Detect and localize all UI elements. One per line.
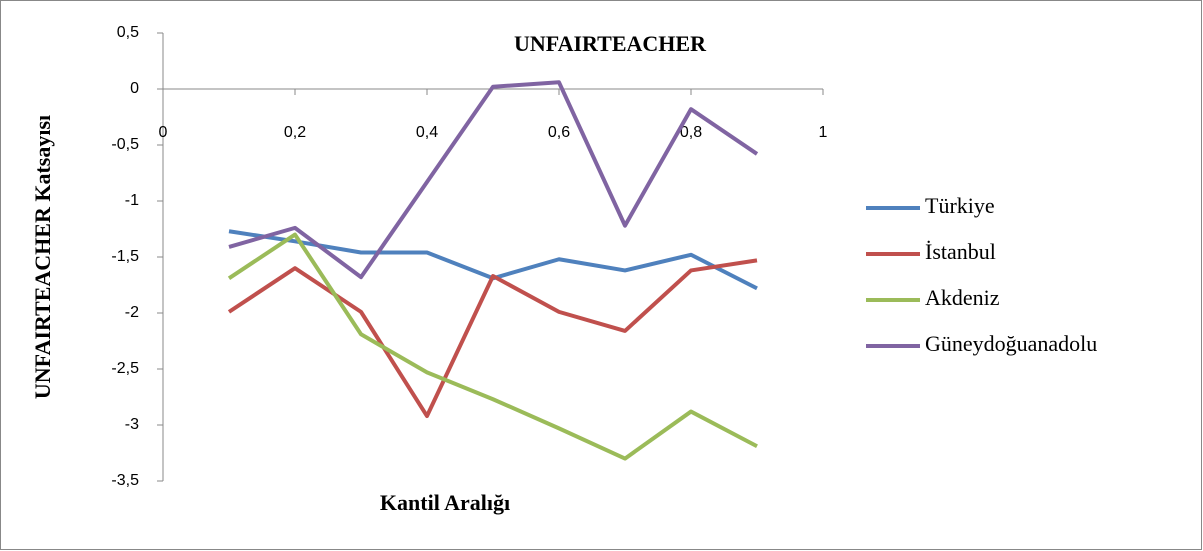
x-tick-label: 0,2 xyxy=(284,124,306,141)
x-tick-label: 0 xyxy=(159,124,168,141)
x-tick-label: 0,4 xyxy=(416,124,438,141)
y-tick-label: -0,5 xyxy=(111,136,139,153)
y-tick-label: 0 xyxy=(130,80,139,97)
x-tick-label: 0,8 xyxy=(680,124,702,141)
x-tick-label: 0,6 xyxy=(548,124,570,141)
y-tick-label: -2 xyxy=(125,304,139,321)
y-axis-label: UNFAIRTEACHER Katsayısı xyxy=(30,115,55,399)
series-line xyxy=(228,80,759,280)
y-tick-label: -3,5 xyxy=(111,472,139,489)
legend-label: Türkiye xyxy=(925,193,995,218)
legend-label: İstanbul xyxy=(925,239,996,264)
y-tick-label: 0,5 xyxy=(117,24,139,41)
series-line xyxy=(227,258,758,419)
y-tick-label: -1,5 xyxy=(111,248,139,265)
chart-title: UNFAIRTEACHER xyxy=(514,31,707,56)
x-axis-label: Kantil Aralığı xyxy=(380,490,510,515)
y-tick-label: -1 xyxy=(125,192,139,209)
x-tick-label: 1 xyxy=(819,124,828,141)
legend-label: Akdeniz xyxy=(925,285,1000,310)
y-tick-label: -2,5 xyxy=(111,360,139,377)
y-tick-label: -3 xyxy=(125,416,139,433)
series-line xyxy=(227,232,758,461)
legend-label: Güneydoğuanadolu xyxy=(925,331,1097,356)
